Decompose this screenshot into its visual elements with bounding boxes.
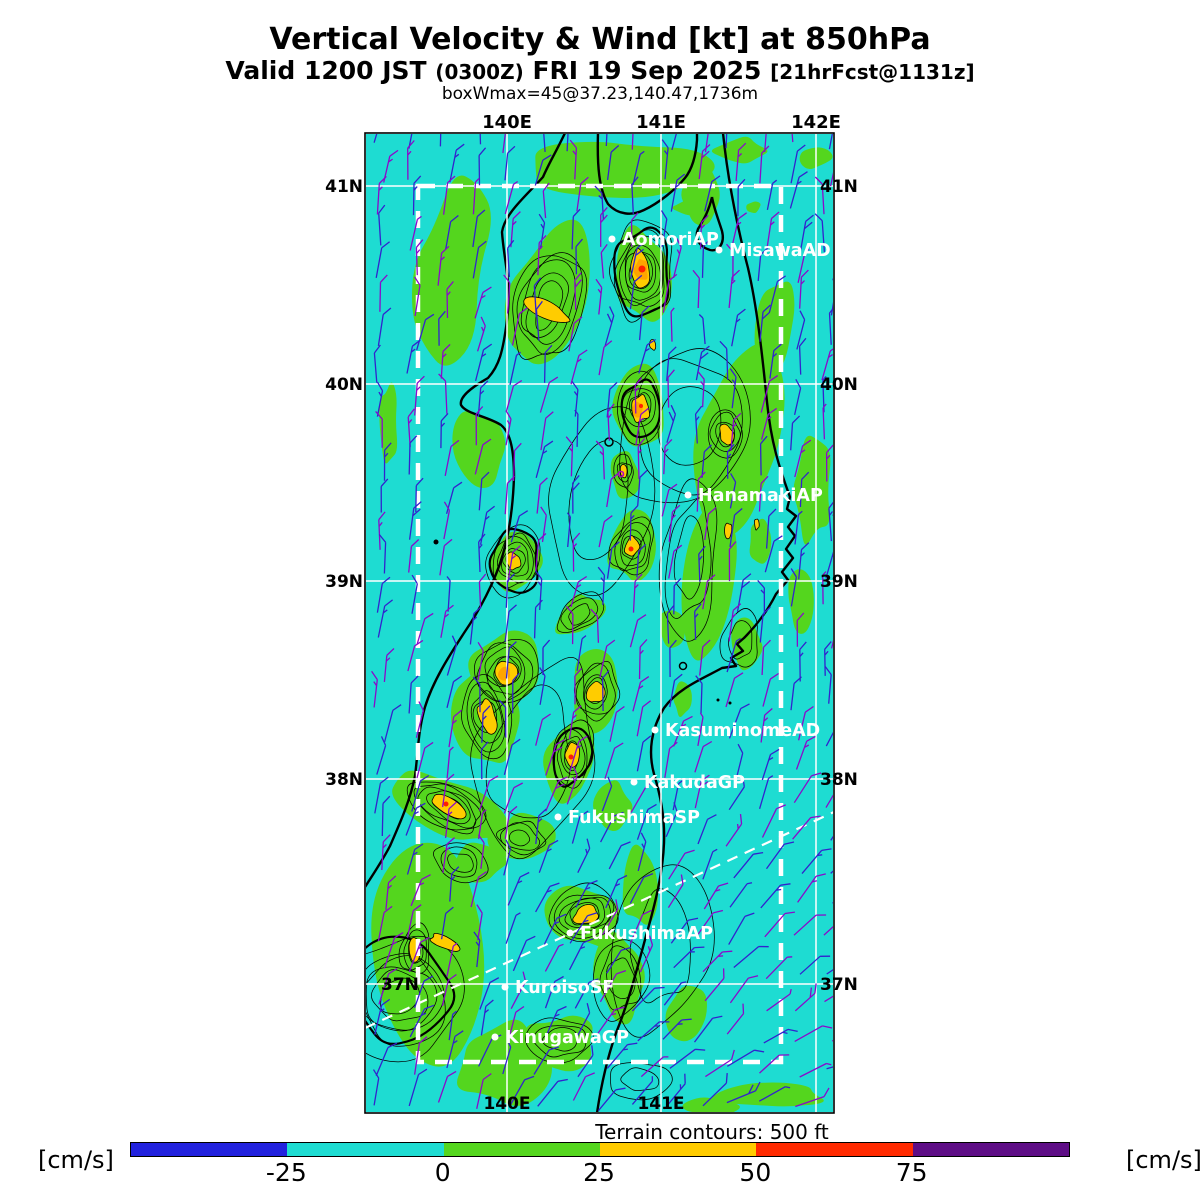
lon-label-bottom: 140E bbox=[483, 1094, 530, 1114]
colorbar-tick-label: 25 bbox=[583, 1158, 615, 1187]
station-label: KakudaGP bbox=[644, 773, 745, 793]
colorbar-segment-1 bbox=[287, 1143, 444, 1156]
lat-label-right: 41N bbox=[820, 177, 858, 197]
colorbar-tick-label: 75 bbox=[895, 1158, 928, 1187]
colorbar-units-right: [cm/s] bbox=[1126, 1146, 1200, 1174]
colorbar-segment-0 bbox=[131, 1143, 288, 1156]
colorbar-segment-3 bbox=[599, 1143, 757, 1156]
station-marker bbox=[554, 813, 562, 821]
station-label: AomoriAP bbox=[622, 230, 719, 250]
colorbar-tick-label: -25 bbox=[265, 1158, 307, 1187]
wmax-note: boxWmax=45@37.23,140.47,1736m bbox=[441, 84, 759, 104]
forecast-init-note: [21hrFcst@1131z] bbox=[770, 60, 975, 84]
lat-label-right: 37N bbox=[820, 975, 858, 995]
colorbar-segment-5 bbox=[912, 1143, 1069, 1156]
lat-label-left: 41N bbox=[325, 177, 363, 197]
lat-label-right: 38N bbox=[820, 770, 858, 790]
colorbar-segment-4 bbox=[756, 1143, 913, 1156]
map-frame bbox=[364, 132, 835, 1114]
colorbar-tick-label: 0 bbox=[434, 1158, 451, 1187]
velocity-colorbar bbox=[130, 1142, 1070, 1157]
station-label: MisawaAD bbox=[729, 241, 831, 261]
lat-label-left: 39N bbox=[325, 572, 363, 592]
coastline bbox=[595, 134, 798, 1112]
station-marker bbox=[566, 929, 574, 937]
wind-barbs bbox=[371, 134, 833, 1112]
chart-title: Vertical Velocity & Wind [kt] at 850hPa bbox=[269, 22, 931, 57]
colorbar-segment-2 bbox=[443, 1143, 600, 1156]
colorbar-tick-label: 50 bbox=[739, 1158, 772, 1187]
lon-label-top: 142E bbox=[791, 112, 841, 133]
station-label: KuroisoSF bbox=[515, 978, 614, 998]
station-marker bbox=[684, 491, 692, 499]
station-marker bbox=[608, 235, 616, 243]
cross-section-line bbox=[366, 811, 833, 1029]
station-label: HanamakiAP bbox=[698, 486, 823, 506]
station-marker bbox=[491, 1033, 499, 1041]
lat-label-inside: 37N bbox=[381, 975, 419, 995]
lat-label-right: 40N bbox=[820, 375, 858, 395]
lon-label-top: 140E bbox=[482, 112, 532, 133]
station-label: KinugawaGP bbox=[505, 1028, 629, 1048]
station-marker bbox=[501, 983, 509, 991]
lat-label-left: 40N bbox=[325, 375, 363, 395]
lon-label-bottom: 141E bbox=[637, 1094, 684, 1114]
station-marker bbox=[630, 778, 638, 786]
lon-label-top: 141E bbox=[636, 112, 686, 133]
station-marker bbox=[651, 726, 659, 734]
valid-time-utc: (0300Z) bbox=[435, 60, 524, 84]
station-label: KasuminomeAD bbox=[665, 721, 820, 741]
terrain-contour-note: Terrain contours: 500 ft bbox=[595, 1120, 829, 1144]
map-interior: AomoriAP MisawaAD HanamakiAP KasuminomeAD Ka… bbox=[366, 134, 833, 1114]
station-label: FukushimaAP bbox=[580, 924, 713, 944]
lat-label-right: 39N bbox=[820, 572, 858, 592]
chart-subtitle: Valid 1200 JST (0300Z) FRI 19 Sep 2025 [… bbox=[0, 56, 1200, 85]
wmax-box bbox=[415, 183, 784, 1065]
coastline bbox=[366, 134, 566, 888]
valid-time: Valid 1200 JST bbox=[225, 56, 436, 85]
station-label: FukushimaSP bbox=[568, 808, 700, 828]
lat-label-left: 38N bbox=[325, 770, 363, 790]
station-marker bbox=[715, 246, 723, 254]
colorbar-units-left: [cm/s] bbox=[38, 1146, 114, 1174]
valid-date: FRI 19 Sep 2025 bbox=[523, 56, 771, 85]
